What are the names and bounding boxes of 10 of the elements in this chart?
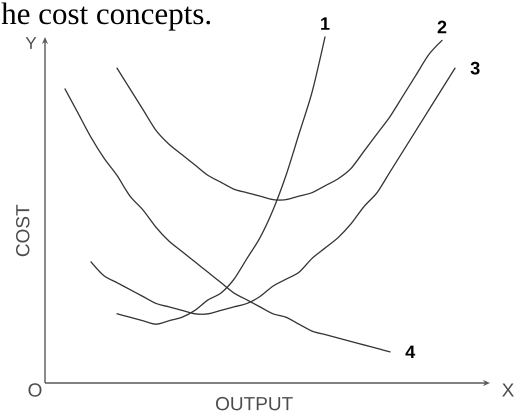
series-label: 1: [321, 17, 330, 30]
text: he cost concepts.: [2, 2, 210, 31]
series-label: 3: [470, 62, 480, 75]
series-label: 4: [405, 346, 416, 358]
text: O: [28, 383, 42, 397]
text: Y: [26, 37, 36, 49]
text: X: [502, 383, 514, 397]
series-label: 2: [438, 20, 446, 34]
y-axis-title: COST: [16, 204, 30, 256]
x-axis-title: OUTPUT: [216, 396, 293, 410]
